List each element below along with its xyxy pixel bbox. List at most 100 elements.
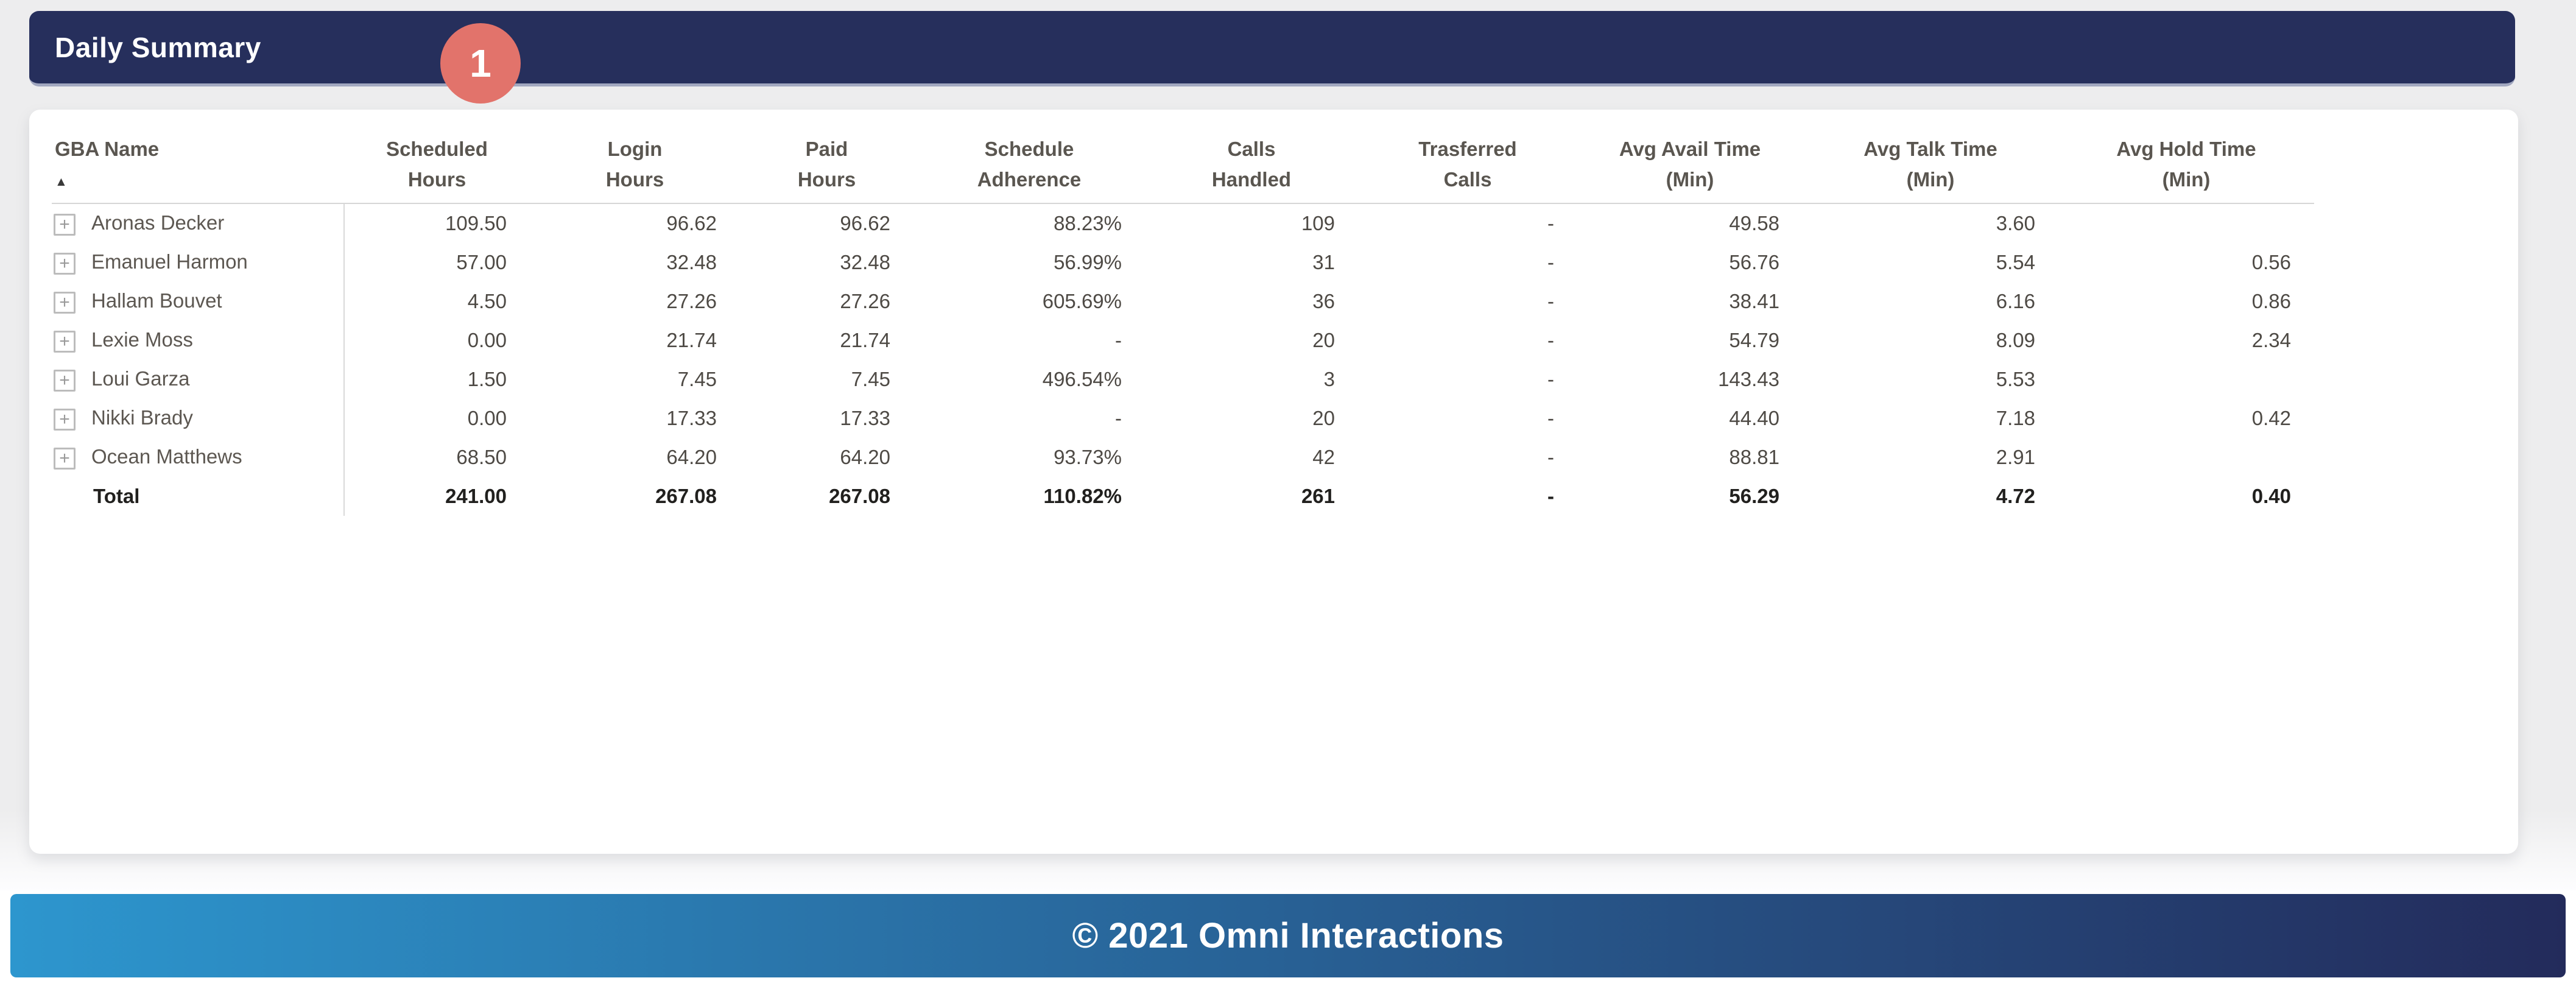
row-name-cell: + Lexie Moss (52, 321, 345, 360)
gba-name: Lexie Moss (91, 328, 193, 351)
row-name-cell: + Hallam Bouvet (52, 282, 345, 321)
column-header-avg-hold-time[interactable]: Avg Hold Time (Min) (2058, 123, 2314, 204)
column-header-paid-hours[interactable]: Paid Hours (740, 123, 913, 204)
cell-schedule-adherence: 88.23% (1054, 212, 1122, 234)
cell-scheduled-hours: 1.50 (467, 368, 507, 390)
gba-name: Hallam Bouvet (91, 289, 222, 312)
total-row-label-cell: Total (52, 477, 345, 516)
cell-login-hours: 17.33 (666, 407, 717, 429)
cell-schedule-adherence: 93.73% (1054, 446, 1122, 468)
column-header-login-hours[interactable]: Login Hours (530, 123, 740, 204)
annotation-step-badge: 1 (440, 23, 521, 104)
row-name-cell: + Emanuel Harmon (52, 243, 345, 282)
cell-schedule-adherence: 496.54% (1042, 368, 1122, 390)
cell-avg-talk-time: 6.16 (1996, 290, 2035, 312)
cell-avg-hold-time: 2.34 (2251, 329, 2291, 351)
table-row: + Emanuel Harmon 57.00 32.48 32.48 56.99% 31 - 5… (52, 243, 2314, 282)
gba-name: Loui Garza (91, 367, 190, 390)
total-row-label: Total (93, 485, 140, 507)
expand-row-button[interactable]: + (54, 369, 76, 392)
column-header-avg-avail-time[interactable]: Avg Avail Time (Min) (1577, 123, 1803, 204)
cell-schedule-adherence: - (1115, 407, 1122, 429)
cell-paid-hours: 21.74 (840, 329, 890, 351)
cell-avg-talk-time: 3.60 (1996, 212, 2035, 234)
header-row: GBA Name ▲ Scheduled Hours Login Hours Paid … (52, 123, 2314, 204)
expand-row-button[interactable]: + (54, 408, 76, 431)
cell-login-hours: 7.45 (677, 368, 717, 390)
cell-schedule-adherence: 605.69% (1042, 290, 1122, 312)
expand-row-button[interactable]: + (54, 330, 76, 353)
expand-row-button[interactable]: + (54, 447, 76, 470)
table-row: + Lexie Moss 0.00 21.74 21.74 - 20 - 54.79 8.09 2.… (52, 321, 2314, 360)
expand-row-button[interactable]: + (54, 213, 76, 236)
cell-calls-handled: 109 (1301, 212, 1335, 234)
column-header-scheduled-hours[interactable]: Scheduled Hours (344, 123, 530, 204)
cell-transferred-calls: - (1547, 407, 1554, 429)
cell-login-hours: 21.74 (666, 329, 717, 351)
title-bar: Daily Summary (29, 11, 2515, 86)
cell-avg-avail-time: 38.41 (1729, 290, 1779, 312)
cell-avg-hold-time: 0.86 (2251, 290, 2291, 312)
row-name-cell: + Aronas Decker (52, 203, 345, 243)
cell-calls-handled: 3 (1323, 368, 1335, 390)
cell-paid-hours: 96.62 (840, 212, 890, 234)
cell-calls-handled: 42 (1312, 446, 1335, 468)
gba-name: Nikki Brady (91, 406, 193, 429)
table-row: + Ocean Matthews 68.50 64.20 64.20 93.73% 42 - 8… (52, 438, 2314, 477)
cell-avg-talk-time: 5.54 (1996, 251, 2035, 273)
cell-login-hours: 267.08 (655, 485, 717, 507)
cell-avg-hold-time: 0.56 (2251, 251, 2291, 273)
cell-transferred-calls: - (1547, 329, 1554, 351)
cell-scheduled-hours: 68.50 (456, 446, 507, 468)
annotation-step-number: 1 (470, 41, 491, 85)
cell-calls-handled: 261 (1301, 485, 1335, 507)
column-header-schedule-adherence[interactable]: Schedule Adherence (913, 123, 1145, 204)
cell-login-hours: 27.26 (666, 290, 717, 312)
expand-row-button[interactable]: + (54, 291, 76, 314)
cell-paid-hours: 27.26 (840, 290, 890, 312)
cell-avg-talk-time: 4.72 (1996, 485, 2035, 507)
cell-avg-talk-time: 2.91 (1996, 446, 2035, 468)
cell-transferred-calls: - (1547, 485, 1554, 507)
daily-summary-card: GBA Name ▲ Scheduled Hours Login Hours Paid … (29, 110, 2518, 854)
cell-schedule-adherence: - (1115, 329, 1122, 351)
column-header-calls-handled[interactable]: Calls Handled (1145, 123, 1358, 204)
cell-login-hours: 32.48 (666, 251, 717, 273)
cell-login-hours: 96.62 (666, 212, 717, 234)
cell-paid-hours: 32.48 (840, 251, 890, 273)
column-header-avg-talk-time[interactable]: Avg Talk Time (Min) (1803, 123, 2058, 204)
cell-calls-handled: 20 (1312, 329, 1335, 351)
cell-avg-avail-time: 49.58 (1729, 212, 1779, 234)
column-header-gba-name[interactable]: GBA Name ▲ (52, 123, 344, 204)
cell-login-hours: 64.20 (666, 446, 717, 468)
table-row: + Loui Garza 1.50 7.45 7.45 496.54% 3 - 143.43 5.… (52, 360, 2314, 399)
cell-scheduled-hours: 0.00 (467, 407, 507, 429)
cell-avg-hold-time (2058, 203, 2314, 243)
gba-name: Emanuel Harmon (91, 250, 248, 273)
cell-calls-handled: 20 (1312, 407, 1335, 429)
sort-ascending-icon: ▲ (55, 174, 68, 189)
cell-schedule-adherence: 110.82% (1043, 485, 1122, 507)
row-name-cell: + Nikki Brady (52, 399, 345, 438)
cell-scheduled-hours: 4.50 (467, 290, 507, 312)
column-header-transferred-calls[interactable]: Trasferred Calls (1358, 123, 1577, 204)
cell-avg-avail-time: 56.29 (1729, 485, 1779, 507)
gba-name: Ocean Matthews (91, 445, 242, 468)
cell-avg-hold-time (2058, 360, 2314, 399)
cell-avg-avail-time: 88.81 (1729, 446, 1779, 468)
column-header-label: GBA Name (55, 138, 160, 160)
table-row: + Hallam Bouvet 4.50 27.26 27.26 605.69% 36 - 38… (52, 282, 2314, 321)
cell-calls-handled: 36 (1312, 290, 1335, 312)
cell-calls-handled: 31 (1312, 251, 1335, 273)
cell-scheduled-hours: 0.00 (467, 329, 507, 351)
cell-transferred-calls: - (1547, 212, 1554, 234)
cell-paid-hours: 17.33 (840, 407, 890, 429)
cell-avg-hold-time (2058, 438, 2314, 477)
cell-transferred-calls: - (1547, 251, 1554, 273)
expand-row-button[interactable]: + (54, 252, 76, 275)
cell-transferred-calls: - (1547, 368, 1554, 390)
daily-summary-table: GBA Name ▲ Scheduled Hours Login Hours Paid … (52, 123, 2314, 516)
cell-schedule-adherence: 56.99% (1054, 251, 1122, 273)
page-title: Daily Summary (55, 31, 261, 63)
cell-avg-talk-time: 7.18 (1996, 407, 2035, 429)
